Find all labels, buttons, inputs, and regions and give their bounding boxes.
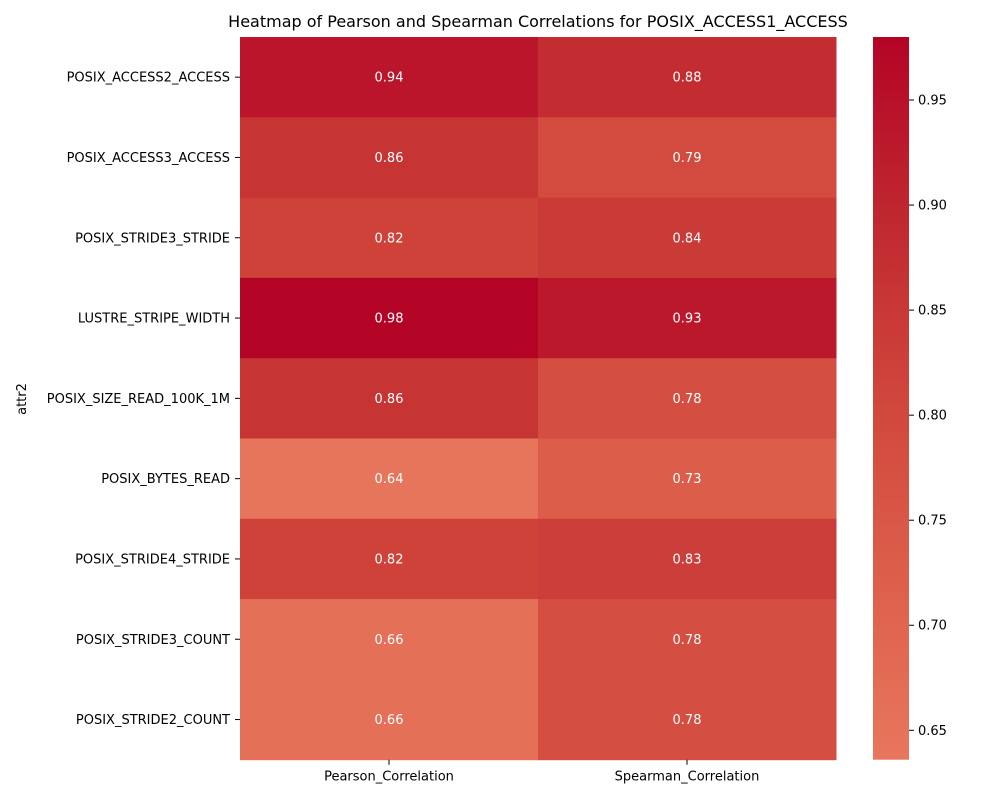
cell-value-label: 0.98 <box>375 312 404 327</box>
x-axis: Pearson_Correlation Spearman_Correlation <box>324 759 760 785</box>
heatmap-cell <box>538 518 837 600</box>
cell-value-label: 0.78 <box>673 713 702 728</box>
heatmap-cell <box>538 358 837 439</box>
y-axis-label: attr2 <box>15 383 30 415</box>
heatmap-cell <box>538 37 837 118</box>
heatmap-cell <box>240 37 539 118</box>
colorbar-tick-label: 0.95 <box>918 94 947 109</box>
heatmap-cell <box>240 438 539 520</box>
chart-title: Heatmap of Pearson and Spearman Correlat… <box>228 12 848 32</box>
heatmap-cells <box>240 37 837 761</box>
cell-value-label: 0.88 <box>673 71 702 86</box>
cell-value-label: 0.82 <box>375 231 404 246</box>
cell-value-label: 0.78 <box>673 392 702 407</box>
colorbar-tick-label: 0.65 <box>918 724 947 739</box>
colorbar-tick-label: 0.90 <box>918 199 947 214</box>
x-tick-label: Spearman_Correlation <box>615 770 760 785</box>
heatmap-cell <box>538 197 837 279</box>
heatmap-cell <box>538 679 837 761</box>
y-axis: POSIX_ACCESS2_ACCESS POSIX_ACCESS3_ACCESS… <box>47 71 240 728</box>
cell-value-label: 0.83 <box>673 552 702 567</box>
colorbar-tick-label: 0.70 <box>918 619 947 634</box>
heatmap-cell <box>240 679 539 761</box>
cell-value-label: 0.84 <box>673 231 702 246</box>
y-tick-label: LUSTRE_STRIPE_WIDTH <box>78 312 230 327</box>
y-tick-label: POSIX_STRIDE2_COUNT <box>76 713 230 728</box>
heatmap-cell <box>538 117 837 199</box>
colorbar: 0.65 0.70 0.75 0.80 0.85 0.90 0.95 <box>873 37 947 760</box>
colorbar-tick-label: 0.80 <box>918 409 947 424</box>
cell-value-label: 0.78 <box>673 633 702 648</box>
heatmap-cell <box>538 599 837 680</box>
y-tick-label: POSIX_STRIDE3_STRIDE <box>75 231 230 246</box>
y-tick-label: POSIX_STRIDE4_STRIDE <box>75 552 230 567</box>
heatmap-cell <box>240 358 539 439</box>
heatmap-cell <box>240 518 539 600</box>
colorbar-tick-label: 0.85 <box>918 304 947 319</box>
y-tick-label: POSIX_BYTES_READ <box>101 472 230 487</box>
cell-value-label: 0.86 <box>375 392 404 407</box>
cell-value-label: 0.64 <box>375 472 404 487</box>
y-tick-label: POSIX_ACCESS2_ACCESS <box>67 71 230 86</box>
y-tick-label: POSIX_ACCESS3_ACCESS <box>67 151 230 166</box>
heatmap-cell <box>240 117 539 199</box>
cell-value-label: 0.94 <box>375 71 404 86</box>
colorbar-gradient <box>873 37 909 760</box>
cell-value-label: 0.86 <box>375 151 404 166</box>
heatmap-cell <box>240 277 539 359</box>
y-tick-label: POSIX_SIZE_READ_100K_1M <box>47 392 230 407</box>
cell-value-label: 0.73 <box>673 472 702 487</box>
x-tick-label: Pearson_Correlation <box>324 770 454 785</box>
heatmap-cell <box>240 599 539 680</box>
cell-value-label: 0.82 <box>375 552 404 567</box>
y-tick-label: POSIX_STRIDE3_COUNT <box>76 633 230 648</box>
heatmap-cell <box>240 197 539 279</box>
cell-value-label: 0.79 <box>673 151 702 166</box>
cell-value-label: 0.93 <box>673 312 702 327</box>
heatmap-cell-labels: 0.94 0.88 0.86 0.79 0.82 0.84 0.98 0.93 0.86 0.78… <box>375 71 702 728</box>
cell-value-label: 0.66 <box>375 633 404 648</box>
cell-value-label: 0.66 <box>375 713 404 728</box>
heatmap-cell <box>538 277 837 359</box>
heatmap-cell <box>538 438 837 520</box>
colorbar-tick-label: 0.75 <box>918 514 947 529</box>
